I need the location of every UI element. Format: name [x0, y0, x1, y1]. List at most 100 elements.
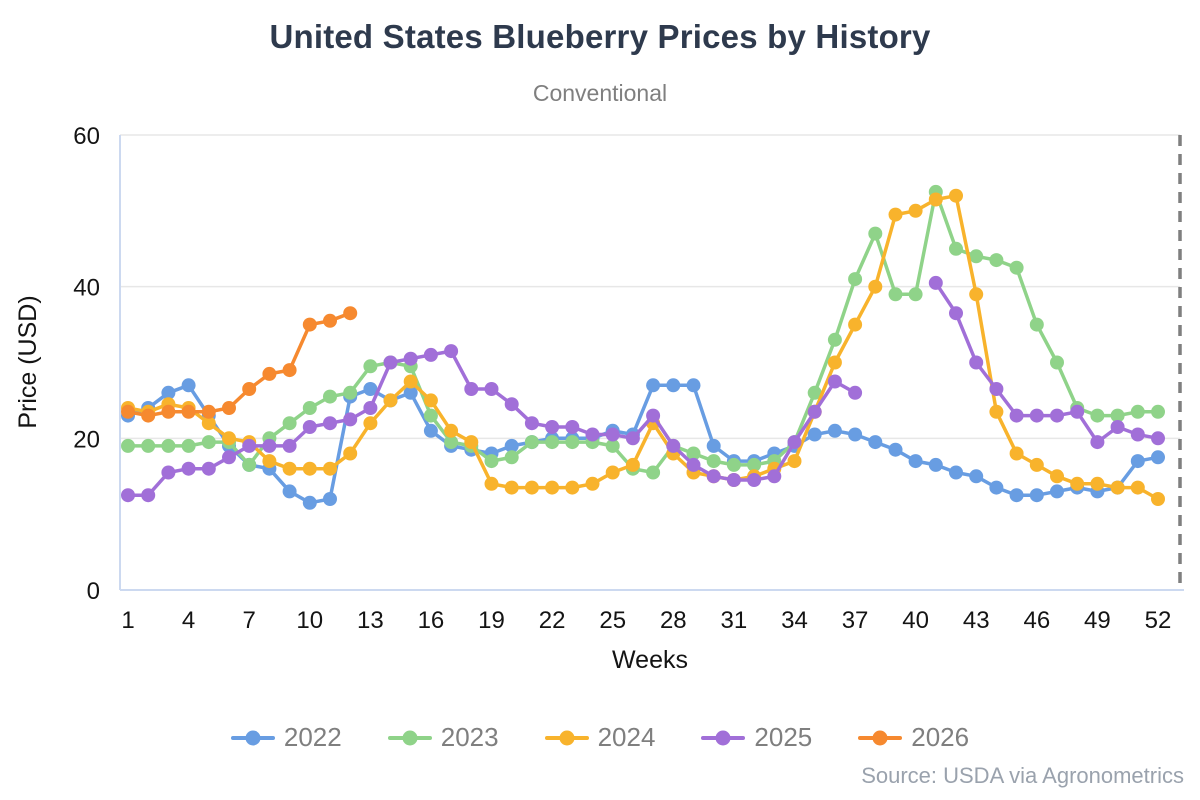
- data-point-2025-week-7: [242, 438, 257, 453]
- data-point-2023-week-31: [726, 457, 741, 472]
- data-point-2022-week-4: [181, 378, 196, 393]
- data-point-2025-week-43: [969, 355, 984, 370]
- y-tick-label: 20: [73, 426, 100, 453]
- data-point-2023-week-3: [161, 438, 176, 453]
- data-point-2025-week-8: [262, 438, 277, 453]
- data-point-2025-week-49: [1090, 435, 1105, 450]
- data-point-2024-week-51: [1130, 480, 1145, 495]
- legend-item-2026[interactable]: 2026: [858, 722, 969, 753]
- data-point-2023-week-20: [504, 450, 519, 465]
- data-point-2024-week-16: [423, 393, 438, 408]
- data-point-2024-week-9: [282, 461, 297, 476]
- data-point-2025-week-26: [625, 431, 640, 446]
- data-point-2023-week-39: [888, 287, 903, 302]
- data-point-2025-week-6: [222, 450, 236, 465]
- data-point-2025-week-25: [605, 427, 620, 442]
- x-tick-label: 31: [721, 607, 748, 634]
- chart-subtitle: Conventional: [532, 80, 668, 106]
- chart-title: United States Blueberry Prices by Histor…: [269, 18, 931, 55]
- data-point-2024-week-20: [504, 480, 519, 495]
- data-point-2023-week-2: [141, 438, 156, 453]
- legend-item-2023[interactable]: 2023: [387, 722, 499, 753]
- data-point-2024-week-37: [848, 317, 863, 332]
- data-point-2025-week-46: [1029, 408, 1044, 423]
- data-point-2022-week-28: [666, 378, 681, 393]
- data-point-2023-week-22: [545, 435, 560, 450]
- data-point-2024-week-14: [383, 393, 398, 408]
- data-point-2023-week-19: [484, 454, 499, 469]
- data-point-2022-week-10: [302, 495, 317, 510]
- data-point-2023-week-52: [1151, 404, 1165, 419]
- data-point-2024-week-38: [868, 279, 883, 294]
- data-point-2024-week-21: [524, 480, 539, 495]
- data-point-2022-week-46: [1029, 488, 1044, 503]
- data-point-2024-week-52: [1151, 492, 1165, 506]
- data-point-2025-week-5: [201, 461, 216, 476]
- x-tick-label: 37: [842, 607, 869, 634]
- data-point-2025-week-45: [1009, 408, 1024, 423]
- data-point-2023-week-23: [565, 435, 580, 450]
- x-tick-label: 25: [599, 607, 626, 634]
- data-point-2025-week-35: [807, 404, 822, 419]
- data-point-2025-week-42: [949, 306, 963, 321]
- series-line-2023: [126, 190, 1160, 475]
- legend-marker-icon: [387, 730, 432, 745]
- data-point-2022-week-39: [888, 442, 903, 457]
- data-point-2026-week-12: [343, 306, 358, 321]
- data-point-2023-week-35: [807, 385, 822, 400]
- data-point-2023-week-11: [323, 389, 337, 404]
- data-point-2026-week-5: [201, 404, 216, 419]
- data-point-2022-week-38: [868, 435, 883, 450]
- data-point-2023-week-25: [605, 438, 620, 453]
- data-point-2024-week-50: [1110, 480, 1125, 495]
- data-point-2022-week-40: [908, 454, 923, 469]
- data-point-2022-week-11: [323, 492, 337, 506]
- data-point-2024-week-46: [1029, 457, 1044, 472]
- y-axis-label: Price (USD): [14, 295, 42, 428]
- data-point-2023-week-7: [242, 457, 257, 472]
- data-point-2022-week-51: [1130, 454, 1145, 469]
- data-point-2026-week-7: [242, 382, 257, 396]
- data-point-2024-week-22: [545, 480, 560, 495]
- data-point-2024-week-41: [928, 192, 943, 207]
- data-point-2022-week-52: [1151, 450, 1165, 465]
- data-point-2023-week-42: [949, 241, 963, 256]
- x-tick-label: 10: [296, 607, 323, 634]
- data-point-2025-week-52: [1151, 431, 1165, 446]
- chart-legend: 2022 2023 2024 2025 2026: [0, 722, 1200, 753]
- data-point-2023-week-27: [646, 465, 661, 480]
- legend-item-2024[interactable]: 2024: [544, 722, 655, 753]
- data-point-2024-week-47: [1050, 469, 1064, 484]
- data-point-2025-week-44: [989, 382, 1004, 396]
- data-point-2025-week-51: [1130, 427, 1145, 442]
- data-point-2025-week-36: [827, 374, 842, 389]
- data-point-2025-week-12: [343, 412, 358, 427]
- data-point-2025-week-29: [686, 457, 701, 472]
- data-point-2026-week-10: [302, 317, 317, 332]
- data-point-2023-week-5: [201, 435, 216, 450]
- data-point-2024-week-44: [989, 404, 1004, 419]
- data-point-2024-week-39: [888, 207, 903, 222]
- data-point-2024-week-36: [827, 355, 842, 370]
- data-point-2025-week-13: [363, 401, 378, 415]
- data-point-2022-week-41: [928, 457, 943, 472]
- data-point-2023-week-46: [1029, 317, 1044, 332]
- data-point-2024-week-15: [403, 374, 418, 389]
- legend-item-2022[interactable]: 2022: [230, 722, 342, 753]
- data-point-2024-week-24: [585, 476, 600, 491]
- data-point-2024-week-45: [1009, 446, 1024, 461]
- data-point-2022-week-43: [969, 469, 984, 484]
- y-tick-label: 0: [87, 578, 100, 605]
- data-point-2025-week-14: [383, 355, 398, 370]
- data-point-2023-week-10: [302, 401, 317, 415]
- data-point-2025-week-10: [302, 420, 317, 434]
- x-tick-label: 16: [418, 607, 445, 634]
- legend-label: 2026: [911, 722, 970, 752]
- x-tick-label: 40: [902, 607, 929, 634]
- legend-item-2025[interactable]: 2025: [701, 722, 812, 753]
- data-point-2023-week-44: [989, 253, 1004, 268]
- data-point-2024-week-25: [605, 465, 620, 480]
- data-point-2024-week-5: [201, 416, 216, 431]
- data-point-2022-week-37: [848, 427, 863, 442]
